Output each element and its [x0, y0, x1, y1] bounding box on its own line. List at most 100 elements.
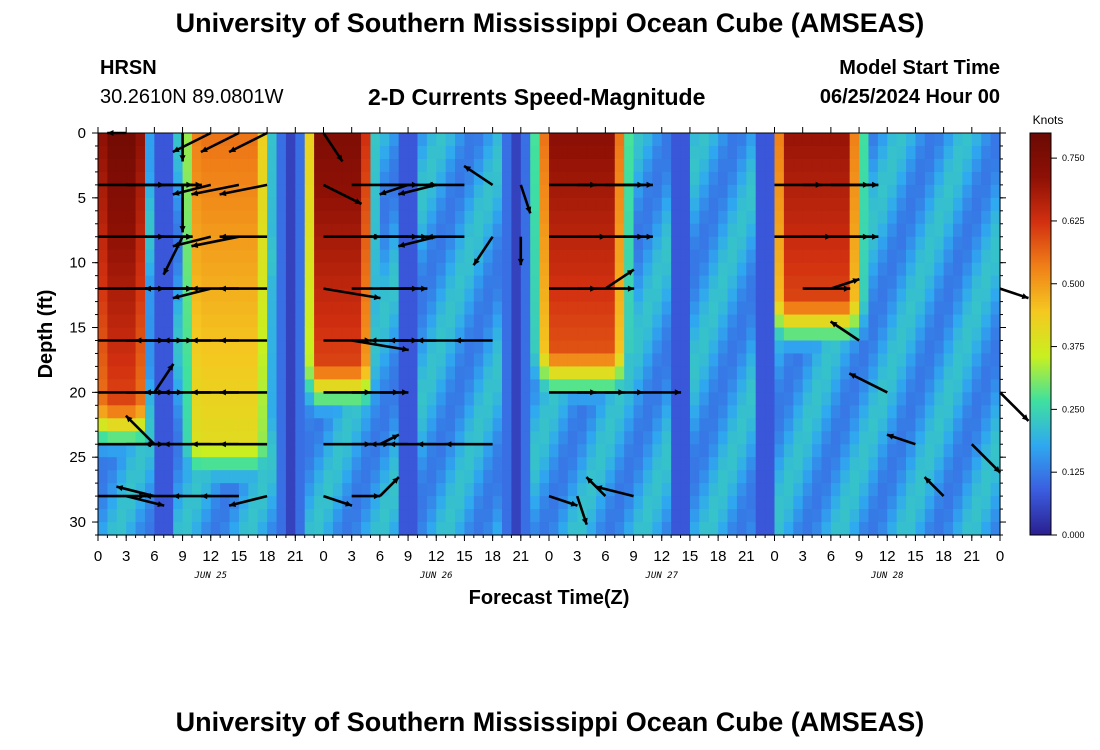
heat-cell	[539, 496, 550, 510]
heat-cell	[906, 184, 917, 199]
heat-cell	[821, 171, 832, 186]
heat-cell	[445, 327, 456, 342]
heat-cell	[868, 340, 879, 355]
heat-cell	[98, 444, 108, 458]
x-tick-label: 6	[376, 548, 384, 565]
heat-cell	[990, 509, 1001, 523]
heat-cell	[671, 496, 682, 510]
heat-cell	[191, 392, 202, 406]
heat-cell	[718, 236, 729, 251]
heat-cell	[934, 509, 945, 523]
heat-cell	[821, 379, 832, 393]
heat-cell	[746, 275, 757, 290]
heat-cell	[520, 418, 531, 432]
heat-cell	[304, 171, 315, 186]
heat-cell	[755, 275, 766, 290]
arrow-head	[179, 226, 186, 233]
heat-cell	[765, 418, 776, 432]
heat-cell	[361, 431, 372, 445]
heat-cell	[238, 522, 249, 536]
heat-cell	[549, 366, 559, 380]
heat-cell	[276, 327, 287, 342]
heat-cell	[849, 340, 860, 355]
heat-cell	[906, 418, 917, 432]
heat-cell	[492, 158, 503, 173]
heat-cell	[201, 288, 212, 303]
heat-cell	[633, 327, 644, 342]
heat-cell	[859, 509, 870, 523]
heat-cell	[793, 444, 804, 458]
heat-cell	[163, 249, 174, 264]
arrow-head	[1021, 414, 1029, 421]
heat-cell	[774, 483, 785, 497]
heat-cell	[718, 301, 729, 316]
heat-cell	[285, 210, 296, 225]
heat-cell	[154, 522, 165, 536]
heat-cell	[417, 496, 428, 510]
heat-cell	[746, 522, 757, 536]
heat-cell	[840, 418, 851, 432]
heat-cell	[642, 483, 653, 497]
heat-cell	[126, 457, 137, 471]
chart-title: University of Southern Mississippi Ocean…	[175, 8, 925, 38]
heat-cell	[464, 223, 475, 238]
heat-cell	[173, 418, 184, 432]
heat-cell	[323, 262, 334, 277]
current-arrow	[802, 285, 851, 292]
heat-cell	[567, 223, 578, 238]
heat-cell	[144, 366, 155, 380]
heat-cell	[868, 496, 879, 510]
heat-cell	[173, 223, 184, 238]
arrow-head	[379, 189, 387, 196]
heat-cell	[483, 340, 494, 355]
heat-cell	[417, 340, 428, 355]
heat-cell	[624, 197, 635, 212]
heat-cell	[812, 171, 823, 186]
heat-cell	[267, 301, 278, 316]
heat-cell	[821, 236, 832, 251]
heat-cell	[135, 223, 146, 238]
heat-cell	[708, 405, 719, 419]
heat-cell	[727, 392, 738, 406]
heat-cell	[699, 223, 710, 238]
heat-cell	[276, 184, 287, 199]
heat-cell	[802, 522, 813, 536]
heat-cell	[126, 158, 137, 173]
heat-cell	[595, 210, 606, 225]
heat-cell	[689, 133, 700, 147]
heat-cell	[229, 145, 240, 160]
heat-cell	[736, 158, 747, 173]
heat-cell	[962, 133, 973, 147]
heat-cell	[473, 379, 484, 393]
heat-cell	[210, 236, 221, 251]
heat-cell	[783, 483, 794, 497]
heat-cell	[267, 353, 278, 368]
heat-cell	[727, 275, 738, 290]
heat-cell	[107, 405, 118, 419]
heat-cell	[859, 249, 870, 264]
heat-cell	[314, 145, 325, 160]
heat-cell	[98, 158, 108, 173]
heat-cell	[727, 470, 738, 484]
heat-cell	[379, 379, 390, 393]
heat-cell	[859, 133, 870, 147]
heat-cell	[248, 327, 259, 342]
heat-cell	[943, 262, 954, 277]
heat-cell	[746, 314, 757, 329]
heat-cell	[191, 314, 202, 329]
heat-cell	[990, 249, 1001, 264]
heat-cell	[464, 275, 475, 290]
heat-cell	[971, 249, 982, 264]
heat-cell	[238, 249, 249, 264]
heat-cell	[445, 379, 456, 393]
heat-cell	[163, 145, 174, 160]
current-arrow	[219, 337, 268, 344]
heat-cell	[577, 288, 588, 303]
heat-cell	[934, 262, 945, 277]
heat-cell	[821, 366, 832, 380]
heat-cell	[708, 171, 719, 186]
heat-cell	[896, 431, 907, 445]
heat-cell	[689, 522, 700, 536]
heat-cell	[191, 171, 202, 186]
